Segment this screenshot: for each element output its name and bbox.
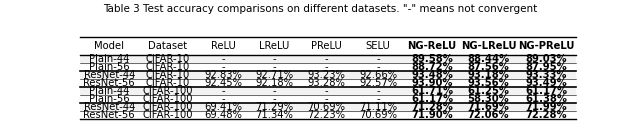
Text: 92.66%: 92.66% — [359, 70, 397, 80]
Text: -: - — [221, 62, 225, 72]
Text: 71.11%: 71.11% — [359, 102, 397, 112]
Text: 58.30%: 58.30% — [468, 94, 509, 104]
Text: 87.95%: 87.95% — [525, 62, 567, 72]
Text: 61.17%: 61.17% — [525, 86, 568, 96]
Text: 61.71%: 61.71% — [411, 86, 453, 96]
Text: CIFAR-10: CIFAR-10 — [146, 70, 190, 80]
Text: Plain-56: Plain-56 — [89, 94, 129, 104]
Text: 71.99%: 71.99% — [525, 102, 567, 112]
Text: -: - — [324, 86, 328, 96]
Text: 92.45%: 92.45% — [204, 78, 242, 88]
Text: 93.33%: 93.33% — [525, 70, 567, 80]
Text: ResNet-56: ResNet-56 — [83, 78, 135, 88]
Text: 93.90%: 93.90% — [412, 78, 452, 88]
Text: -: - — [221, 54, 225, 64]
Text: 92.18%: 92.18% — [255, 78, 294, 88]
Text: CIFAR-100: CIFAR-100 — [143, 102, 193, 112]
Text: ResNet-44: ResNet-44 — [84, 102, 135, 112]
Text: 88.72%: 88.72% — [411, 62, 453, 72]
Bar — [80, 55, 576, 63]
Text: CIFAR-100: CIFAR-100 — [143, 86, 193, 96]
Text: -: - — [273, 54, 276, 64]
Text: -: - — [376, 94, 380, 104]
Text: Table 3 Test accuracy comparisons on different datasets. "-" means not convergen: Table 3 Test accuracy comparisons on dif… — [103, 4, 537, 14]
Text: -: - — [376, 54, 380, 64]
Text: ResNet-56: ResNet-56 — [83, 110, 135, 120]
Text: 87.56%: 87.56% — [468, 62, 509, 72]
Text: CIFAR-100: CIFAR-100 — [143, 94, 193, 104]
Text: 93.49%: 93.49% — [525, 78, 567, 88]
Text: 93.48%: 93.48% — [411, 70, 453, 80]
Text: -: - — [324, 54, 328, 64]
Text: ReLU: ReLU — [211, 41, 236, 51]
Text: 71.29%: 71.29% — [255, 102, 294, 112]
Text: Plain-44: Plain-44 — [89, 86, 129, 96]
Text: -: - — [273, 62, 276, 72]
Text: CIFAR-10: CIFAR-10 — [146, 62, 190, 72]
Text: 72.23%: 72.23% — [307, 110, 345, 120]
Text: NG-ReLU: NG-ReLU — [408, 41, 456, 51]
Text: 61.38%: 61.38% — [525, 94, 568, 104]
Text: -: - — [273, 94, 276, 104]
Text: -: - — [221, 86, 225, 96]
Text: LReLU: LReLU — [259, 41, 290, 51]
Text: SELU: SELU — [365, 41, 390, 51]
Text: 93.18%: 93.18% — [468, 70, 509, 80]
Text: 71.28%: 71.28% — [411, 102, 453, 112]
Text: 69.48%: 69.48% — [204, 110, 242, 120]
Text: NG-PReLU: NG-PReLU — [518, 41, 575, 51]
Bar — [80, 103, 576, 111]
Text: CIFAR-10: CIFAR-10 — [146, 54, 190, 64]
Text: 92.71%: 92.71% — [255, 70, 294, 80]
Text: -: - — [324, 94, 328, 104]
Text: PReLU: PReLU — [311, 41, 342, 51]
Text: 70.69%: 70.69% — [359, 110, 397, 120]
Text: ResNet-44: ResNet-44 — [84, 70, 135, 80]
Text: 71.34%: 71.34% — [255, 110, 294, 120]
Text: 61.25%: 61.25% — [467, 86, 509, 96]
Text: 89.03%: 89.03% — [525, 54, 567, 64]
Text: -: - — [324, 62, 328, 72]
Text: NG-LReLU: NG-LReLU — [461, 41, 516, 51]
Text: CIFAR-10: CIFAR-10 — [146, 78, 190, 88]
Text: 72.06%: 72.06% — [468, 110, 509, 120]
Text: -: - — [376, 62, 380, 72]
Text: -: - — [221, 94, 225, 104]
Text: 89.58%: 89.58% — [411, 54, 453, 64]
Text: 61.17%: 61.17% — [411, 94, 453, 104]
Text: 72.28%: 72.28% — [525, 110, 567, 120]
Text: Plain-44: Plain-44 — [89, 54, 129, 64]
Bar — [80, 71, 576, 79]
Text: Plain-56: Plain-56 — [89, 62, 129, 72]
Text: 69.41%: 69.41% — [204, 102, 242, 112]
Text: CIFAR-100: CIFAR-100 — [143, 110, 193, 120]
Text: Model: Model — [94, 41, 124, 51]
Text: -: - — [273, 86, 276, 96]
Text: 93.23%: 93.23% — [307, 70, 345, 80]
Text: 88.44%: 88.44% — [467, 54, 509, 64]
Text: 70.69%: 70.69% — [307, 102, 345, 112]
Text: -: - — [376, 86, 380, 96]
Text: 92.57%: 92.57% — [359, 78, 397, 88]
Text: 71.69%: 71.69% — [468, 102, 509, 112]
Text: Dataset: Dataset — [148, 41, 188, 51]
Text: 93.56%: 93.56% — [468, 78, 509, 88]
Text: 92.83%: 92.83% — [204, 70, 242, 80]
Bar — [80, 87, 576, 95]
Text: 93.28%: 93.28% — [307, 78, 345, 88]
Text: 71.90%: 71.90% — [411, 110, 453, 120]
